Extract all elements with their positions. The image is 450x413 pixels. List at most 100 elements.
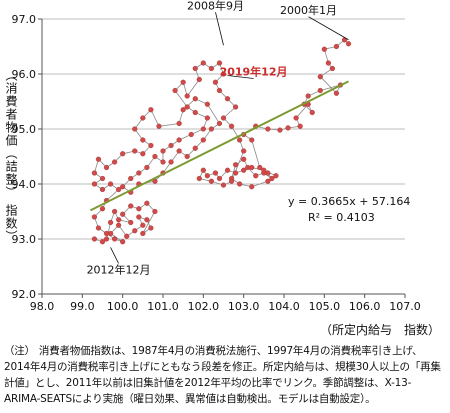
data-point xyxy=(273,173,279,179)
data-point xyxy=(160,159,166,165)
data-point xyxy=(224,167,231,173)
data-point xyxy=(116,186,122,193)
y-tick-label: 97.0 xyxy=(12,13,37,26)
data-point xyxy=(107,181,114,187)
data-point xyxy=(176,148,182,154)
data-point xyxy=(241,167,247,173)
data-point xyxy=(216,175,223,182)
data-point xyxy=(160,148,166,154)
data-point xyxy=(204,173,210,179)
data-point xyxy=(136,206,142,212)
footnote-text: 消費者物価指数は、1987年4月の消費税法施行、1997年4月の消費税率引き上げ… xyxy=(4,345,441,405)
data-point xyxy=(184,153,190,160)
data-point xyxy=(220,115,227,121)
data-point xyxy=(107,230,114,237)
data-point xyxy=(91,236,98,242)
data-point xyxy=(172,87,178,94)
y-tick-label: 95.0 xyxy=(12,123,37,136)
data-point xyxy=(111,236,118,242)
data-point xyxy=(297,123,303,129)
data-point xyxy=(116,222,122,228)
data-point xyxy=(168,142,174,149)
data-point xyxy=(99,186,106,193)
footnote-prefix: （注） xyxy=(4,345,35,357)
data-point xyxy=(224,96,231,102)
data-point xyxy=(216,87,223,94)
annotation-leader xyxy=(227,75,254,79)
data-point xyxy=(180,107,186,113)
data-point xyxy=(249,164,255,171)
data-point xyxy=(321,46,327,52)
data-point xyxy=(91,170,98,176)
data-point xyxy=(120,211,126,217)
data-point xyxy=(132,126,138,132)
data-point xyxy=(333,90,340,96)
x-tick-label: 99.0 xyxy=(70,300,95,313)
trend-r-squared: R² = 0.4103 xyxy=(308,211,375,224)
x-tick-label: 100.0 xyxy=(107,300,139,313)
chart-canvas: 92.0 93.0 94.0 95.0 96.0 97.0 98.0 99.0 100.0 10… xyxy=(12,0,421,313)
data-point xyxy=(204,101,210,107)
data-point xyxy=(200,167,206,173)
plot-area xyxy=(42,19,405,294)
data-point xyxy=(188,131,194,138)
data-point xyxy=(305,93,311,99)
data-point xyxy=(257,164,263,171)
data-point xyxy=(144,164,150,171)
trend-equation: y = 0.3665x + 57.164 xyxy=(288,195,410,208)
data-point xyxy=(176,137,182,143)
data-point xyxy=(184,104,190,110)
annotation-label: 2012年12月 xyxy=(87,262,151,276)
data-point xyxy=(317,87,323,94)
x-tick-label: 104.0 xyxy=(268,300,300,313)
data-point xyxy=(208,178,215,184)
data-point xyxy=(184,93,190,99)
data-point xyxy=(249,137,255,143)
data-point xyxy=(317,74,323,80)
data-point xyxy=(91,214,98,220)
data-point xyxy=(140,137,146,143)
annotations: 2008年9月 2000年1月 2019年12月 2012年12月 xyxy=(87,0,349,276)
data-point xyxy=(152,153,158,160)
annotation-leader xyxy=(110,247,119,264)
x-tick-label: 98.0 xyxy=(30,300,55,313)
data-point xyxy=(329,65,336,72)
data-point xyxy=(237,181,243,187)
footnote: （注） 消費者物価指数は、1987年4月の消費税法施行、1997年4月の消費税率引… xyxy=(4,343,446,407)
data-point xyxy=(196,76,202,83)
data-point xyxy=(103,236,110,242)
data-point xyxy=(200,126,206,132)
data-point xyxy=(241,148,247,154)
y-tick-label: 93.0 xyxy=(12,233,37,246)
x-axis-label: （所定内給与 指数） xyxy=(320,323,441,337)
data-point xyxy=(249,184,255,190)
data-point xyxy=(128,219,134,226)
data-point xyxy=(233,162,239,168)
data-point xyxy=(140,115,146,121)
data-point xyxy=(111,159,118,165)
data-point xyxy=(156,123,162,129)
data-point xyxy=(168,159,174,165)
data-point xyxy=(192,145,198,151)
annotation-label: 2008年9月 xyxy=(187,0,244,12)
y-tick-label: 92.0 xyxy=(12,288,37,301)
data-point xyxy=(253,173,259,179)
data-point xyxy=(136,170,142,176)
data-point xyxy=(136,214,142,220)
data-point xyxy=(325,60,331,66)
axes xyxy=(38,18,406,298)
data-point xyxy=(208,65,215,72)
x-tick-label: 102.0 xyxy=(188,300,220,313)
data-point xyxy=(261,167,267,173)
x-tick-label: 105.0 xyxy=(309,300,341,313)
data-point xyxy=(192,109,198,116)
data-point xyxy=(91,181,98,187)
data-point xyxy=(99,239,106,245)
data-point xyxy=(128,203,134,209)
data-point xyxy=(237,137,243,143)
data-point xyxy=(241,156,247,162)
data-point xyxy=(180,79,186,85)
data-point xyxy=(128,175,134,182)
data-point xyxy=(124,233,130,239)
data-point xyxy=(216,120,223,127)
